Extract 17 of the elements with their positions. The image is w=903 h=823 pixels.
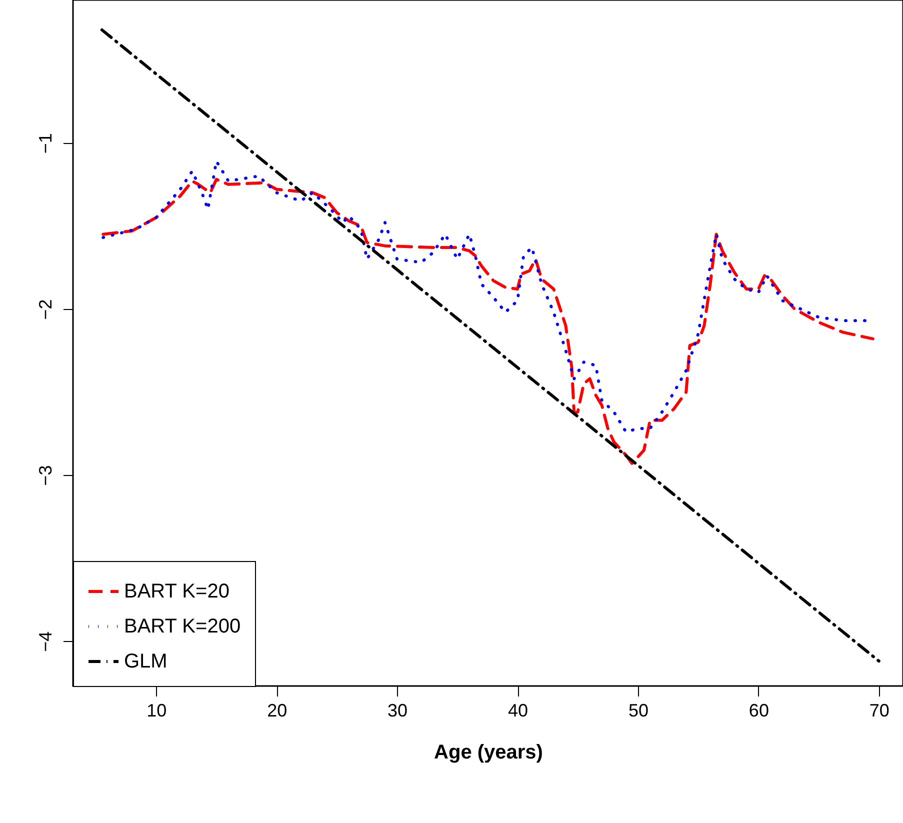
legend-label: BART K=20 — [124, 580, 230, 602]
x-axis-title: Age (years) — [434, 742, 543, 764]
x-tick-label: 60 — [748, 700, 769, 720]
y-tick-label: −4 — [36, 631, 56, 652]
x-tick-label: 30 — [388, 700, 408, 720]
y-tick-label: −3 — [36, 465, 56, 486]
x-tick-label: 70 — [869, 700, 890, 720]
x-tick-label: 50 — [628, 700, 648, 720]
y-tick-label: −1 — [36, 133, 56, 154]
x-tick-label: 40 — [508, 700, 528, 720]
legend-label: GLM — [124, 650, 168, 672]
x-tick-label: 10 — [146, 700, 167, 720]
y-tick-label: −2 — [36, 299, 56, 320]
line-series — [102, 160, 868, 434]
legend-label: BART K=200 — [124, 616, 241, 638]
x-tick-label: 20 — [267, 700, 288, 720]
line-series — [102, 178, 874, 465]
